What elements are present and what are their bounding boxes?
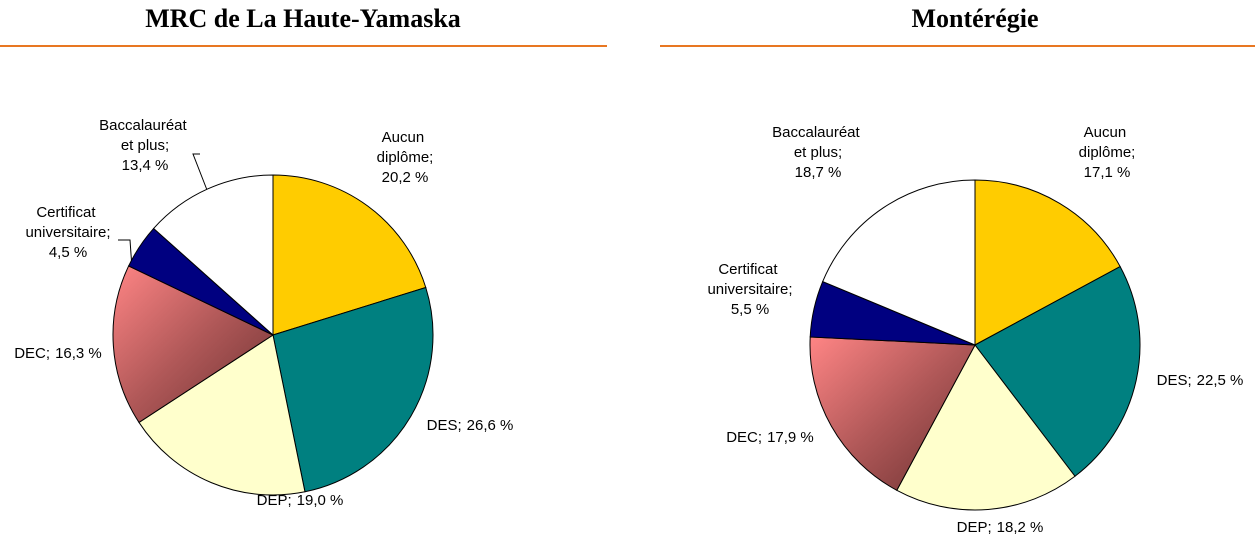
label-line: Certificat: [36, 204, 99, 221]
value-label: 13,4 %: [122, 157, 169, 174]
label-line: universitaire;: [707, 281, 792, 298]
slice-label: Baccalauréat et plus; 13,4 %: [99, 117, 191, 174]
category-label: DEC;: [726, 429, 762, 446]
label-line: DEC;: [726, 429, 762, 446]
label-line: DES;: [427, 417, 462, 434]
chart-title: Montérégie: [911, 4, 1038, 33]
category-label: Baccalauréat et plus;: [772, 124, 864, 161]
slice-label: DES; 26,6 %: [427, 417, 514, 434]
slice-label: DEC; 17,9 %: [726, 429, 814, 446]
category-label: DES;: [1157, 372, 1192, 389]
label-line: DEP;: [957, 519, 992, 536]
pie-slice: [152, 174, 274, 337]
pie-slice: [974, 265, 1141, 477]
label-line: diplôme;: [1079, 144, 1136, 161]
label-line: DEC;: [14, 345, 50, 362]
label-line: DEP;: [257, 492, 292, 509]
pie-slice: [272, 286, 434, 493]
value-label: 4,5 %: [49, 244, 87, 261]
chart-title: MRC de La Haute-Yamaska: [145, 4, 461, 33]
category-label: Baccalauréat et plus;: [99, 117, 191, 154]
slice-label: Certificat universitaire; 5,5 %: [707, 261, 792, 318]
slice-label: DEP; 19,0 %: [257, 492, 344, 509]
category-label: DEP;: [257, 492, 292, 509]
category-label: Certificat universitaire;: [25, 204, 110, 241]
value-label: 18,7 %: [795, 164, 842, 181]
category-label: DEP;: [957, 519, 992, 536]
pie-slice: [272, 174, 427, 336]
value-label: 18,2 %: [997, 519, 1044, 536]
value-label: 26,6 %: [467, 417, 514, 434]
category-label: Aucun diplôme;: [377, 129, 434, 166]
pie-slice: [112, 265, 275, 424]
label-line: diplôme;: [377, 149, 434, 166]
value-label: 16,3 %: [55, 345, 102, 362]
label-line: et plus;: [794, 144, 842, 161]
leader-line: [192, 153, 208, 191]
value-label: 20,2 %: [382, 169, 429, 186]
label-line: Aucun: [1084, 124, 1131, 141]
slice-label: Aucun diplôme; 20,2 %: [377, 129, 434, 186]
label-line: Aucun: [382, 129, 429, 146]
category-label: Certificat universitaire;: [707, 261, 792, 298]
slice-label: Aucun diplôme; 17,1 %: [1079, 124, 1136, 181]
pie-slice: [138, 334, 306, 496]
value-label: 5,5 %: [731, 301, 769, 318]
slice-label: DES; 22,5 %: [1157, 372, 1244, 389]
value-label: 17,9 %: [767, 429, 814, 446]
label-line: Certificat: [718, 261, 781, 278]
slice-label: DEC; 16,3 %: [14, 345, 102, 362]
value-label: 17,1 %: [1084, 164, 1131, 181]
label-line: DES;: [1157, 372, 1192, 389]
pie-slice: [809, 336, 976, 491]
label-line: Baccalauréat: [772, 124, 864, 141]
value-label: 19,0 %: [297, 492, 344, 509]
category-label: DEC;: [14, 345, 50, 362]
slice-label: Certificat universitaire; 4,5 %: [25, 204, 110, 261]
label-line: Baccalauréat: [99, 117, 191, 134]
pie-slice: [974, 179, 1121, 346]
slice-label: DEP; 18,2 %: [957, 519, 1044, 536]
slice-label: Baccalauréat et plus; 18,7 %: [772, 124, 864, 181]
pie-slice: [896, 344, 1076, 511]
leader-line: [118, 239, 133, 269]
category-label: Aucun diplôme;: [1079, 124, 1136, 161]
label-line: universitaire;: [25, 224, 110, 241]
pie-slice: [822, 179, 976, 346]
value-label: 22,5 %: [1197, 372, 1244, 389]
label-line: et plus;: [121, 137, 169, 154]
category-label: DES;: [427, 417, 462, 434]
